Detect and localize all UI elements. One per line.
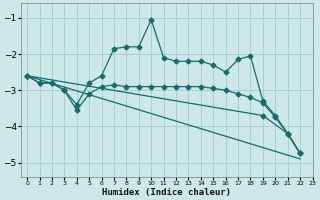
X-axis label: Humidex (Indice chaleur): Humidex (Indice chaleur) <box>102 188 231 197</box>
